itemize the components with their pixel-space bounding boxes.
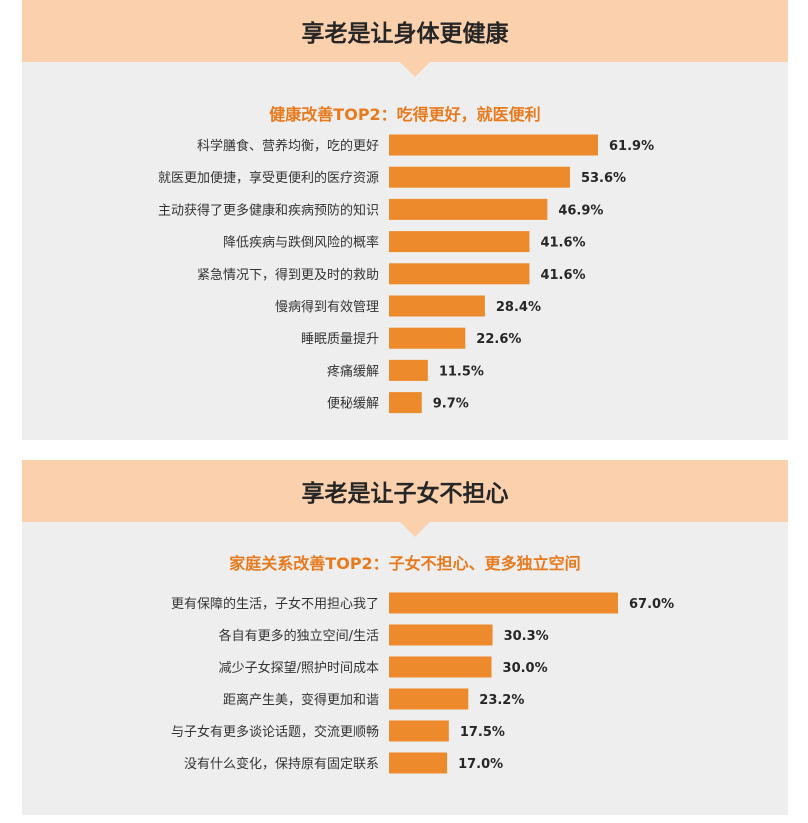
category-label: 距离产生美，变得更加和谐 bbox=[223, 692, 379, 708]
value-label: 41.6% bbox=[540, 268, 585, 283]
bar bbox=[389, 295, 485, 317]
category-label: 与子女有更多谈论话题，交流更顺畅 bbox=[171, 724, 379, 740]
value-label: 17.5% bbox=[460, 725, 505, 740]
banner-notch-1 bbox=[400, 62, 430, 77]
value-label: 61.9% bbox=[609, 139, 654, 154]
category-label: 紧急情况下，得到更及时的救助 bbox=[197, 267, 379, 283]
bar bbox=[389, 166, 570, 188]
bar bbox=[389, 392, 422, 414]
category-label: 降低疾病与跌倒风险的概率 bbox=[223, 235, 379, 251]
bar bbox=[389, 688, 469, 710]
bar bbox=[389, 752, 448, 774]
value-label: 28.4% bbox=[496, 300, 541, 315]
chart-2-subtitle: 家庭关系改善TOP2：子女不担心、更多独立空间 bbox=[229, 554, 581, 573]
banner-notch-2 bbox=[400, 522, 430, 537]
value-label: 46.9% bbox=[558, 203, 603, 218]
category-label: 科学膳食、营养均衡，吃的更好 bbox=[197, 138, 379, 154]
value-label: 11.5% bbox=[439, 364, 484, 379]
value-label: 17.0% bbox=[458, 757, 503, 772]
chart-1-subtitle: 健康改善TOP2：吃得更好，就医便利 bbox=[269, 105, 541, 124]
bar bbox=[389, 327, 466, 349]
category-label: 各自有更多的独立空间/生活 bbox=[219, 628, 379, 644]
category-label: 就医更加便捷，享受更便利的医疗资源 bbox=[158, 170, 379, 186]
value-label: 22.6% bbox=[476, 332, 521, 347]
value-label: 23.2% bbox=[479, 693, 524, 708]
bar bbox=[389, 231, 530, 253]
health-panel: 享老是让身体更健康 健康改善TOP2：吃得更好，就医便利 科学膳食、营养均衡，吃… bbox=[22, 0, 788, 440]
chart-2-title: 享老是让子女不担心 bbox=[22, 460, 788, 522]
bar bbox=[389, 656, 492, 678]
category-label: 没有什么变化，保持原有固定联系 bbox=[184, 756, 379, 772]
value-label: 67.0% bbox=[629, 597, 674, 612]
bar bbox=[389, 592, 618, 614]
value-label: 30.0% bbox=[503, 661, 548, 676]
value-label: 30.3% bbox=[504, 629, 549, 644]
bar bbox=[389, 720, 449, 742]
family-panel: 享老是让子女不担心 家庭关系改善TOP2：子女不担心、更多独立空间 更有保障的生… bbox=[22, 460, 788, 815]
bar bbox=[389, 198, 548, 220]
chart-1-title: 享老是让身体更健康 bbox=[22, 0, 788, 62]
chart-2-bars: 更有保障的生活，子女不用担心我了 67.0% 各自有更多的独立空间/生活 30.3% 减… bbox=[171, 592, 674, 774]
bar bbox=[389, 624, 493, 646]
category-label: 慢病得到有效管理 bbox=[275, 299, 379, 315]
category-label: 减少子女探望/照护时间成本 bbox=[219, 660, 379, 676]
bar bbox=[389, 359, 428, 381]
value-label: 53.6% bbox=[581, 171, 626, 186]
category-label: 便秘缓解 bbox=[327, 397, 379, 412]
category-label: 主动获得了更多健康和疾病预防的知识 bbox=[158, 202, 379, 218]
category-label: 更有保障的生活，子女不用担心我了 bbox=[171, 596, 379, 612]
category-label: 睡眠质量提升 bbox=[301, 331, 379, 347]
category-label: 疼痛缓解 bbox=[327, 363, 379, 379]
chart-1-bars: 科学膳食、营养均衡，吃的更好 61.9% 就医更加便捷，享受更便利的医疗资源 53.6… bbox=[158, 134, 654, 414]
value-label: 41.6% bbox=[540, 236, 585, 251]
bar bbox=[389, 134, 598, 156]
value-label: 9.7% bbox=[433, 397, 469, 412]
bar bbox=[389, 263, 530, 285]
